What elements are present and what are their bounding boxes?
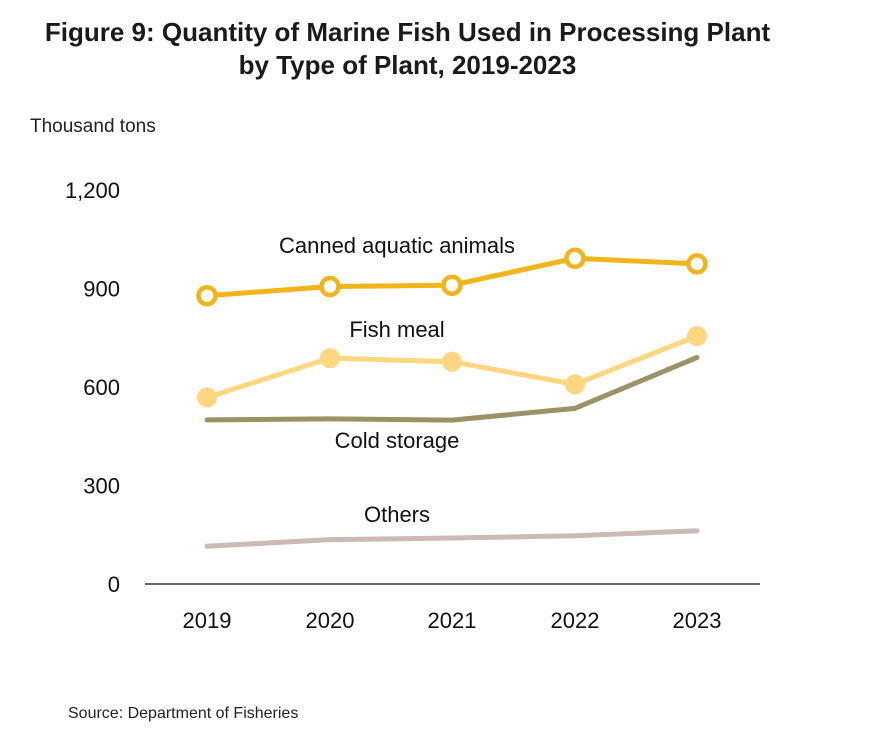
series-label: Cold storage: [335, 428, 460, 453]
series-labels: Canned aquatic animals Fish meal Cold stor…: [279, 233, 515, 527]
series-label: Canned aquatic animals: [279, 233, 515, 258]
y-axis-ticks: 0 300 600 900 1,200: [65, 178, 120, 597]
data-point: [319, 275, 341, 298]
data-point: [564, 247, 586, 270]
series-line-others: [204, 528, 700, 549]
x-tick-label: 2020: [306, 608, 355, 633]
chart-title: Figure 9: Quantity of Marine Fish Used i…: [0, 16, 815, 82]
y-tick-label: 1,200: [65, 178, 120, 203]
x-tick-label: 2022: [551, 608, 600, 633]
chart-title-line1: Figure 9: Quantity of Marine Fish Used i…: [44, 17, 771, 47]
series-line-cold-storage: [204, 354, 700, 423]
data-point: [686, 253, 708, 275]
x-tick-label: 2021: [428, 608, 477, 633]
x-tick-label: 2019: [183, 608, 232, 633]
data-point: [197, 387, 217, 408]
series-label: Fish meal: [349, 317, 444, 342]
series-label: Others: [364, 502, 430, 527]
y-tick-label: 900: [83, 277, 120, 302]
y-axis-unit-label: Thousand tons: [30, 116, 156, 137]
y-tick-label: 600: [83, 375, 120, 400]
chart-title-line2: by Type of Plant, 2019-2023: [238, 50, 577, 80]
data-point: [687, 326, 707, 347]
data-point: [565, 374, 585, 395]
data-point: [320, 348, 340, 369]
x-tick-label: 2023: [673, 608, 722, 633]
series-lines: [204, 255, 700, 549]
source-note: Source: Department of Fisheries: [68, 705, 299, 722]
series-markers: [196, 247, 708, 408]
data-point: [196, 284, 218, 307]
x-axis-ticks: 2019 2020 2021 2022 2023: [183, 608, 722, 633]
data-point: [441, 274, 463, 296]
data-point: [442, 351, 462, 372]
y-tick-label: 0: [108, 572, 120, 597]
y-tick-label: 300: [83, 474, 120, 499]
